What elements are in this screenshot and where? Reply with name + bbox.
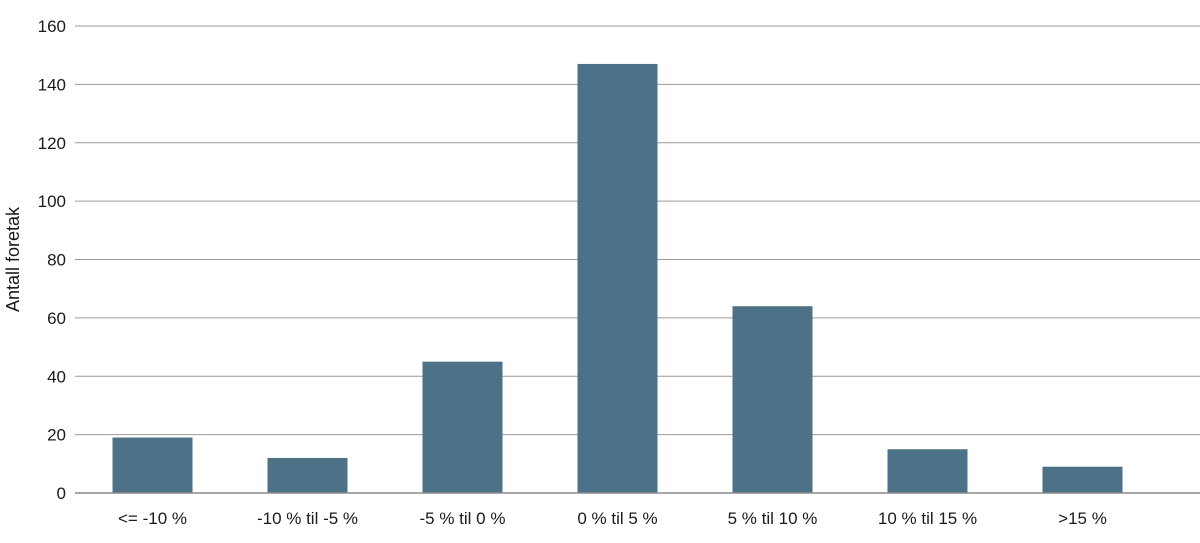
x-tick-label: -10 % til -5 % — [257, 509, 358, 528]
y-tick-label: 20 — [47, 426, 66, 445]
x-axis-ticks: <= -10 % -10 % til -5 % -5 % til 0 % 0 % ti… — [118, 509, 1107, 528]
bar — [422, 361, 503, 493]
x-tick-label: 0 % til 5 % — [577, 509, 657, 528]
y-tick-label: 60 — [47, 309, 66, 328]
x-tick-label: >15 % — [1058, 509, 1107, 528]
x-tick-label: -5 % til 0 % — [420, 509, 506, 528]
y-axis-title: Antall foretak — [3, 206, 23, 312]
y-tick-label: 120 — [38, 134, 66, 153]
bar — [267, 457, 348, 493]
y-tick-label: 40 — [47, 367, 66, 386]
x-tick-label: 5 % til 10 % — [728, 509, 818, 528]
y-tick-label: 80 — [47, 251, 66, 270]
x-tick-label: <= -10 % — [118, 509, 187, 528]
y-tick-label: 100 — [38, 192, 66, 211]
y-tick-label: 0 — [57, 484, 66, 503]
bar — [577, 63, 658, 493]
bars — [112, 63, 1123, 493]
bar — [112, 437, 193, 493]
y-axis-ticks: 0 20 40 60 80 100 120 140 160 — [38, 17, 66, 503]
bar — [887, 449, 968, 493]
y-tick-label: 160 — [38, 17, 66, 36]
bar — [732, 306, 813, 493]
x-tick-label: 10 % til 15 % — [878, 509, 977, 528]
bar — [1042, 466, 1123, 493]
y-tick-label: 140 — [38, 75, 66, 94]
